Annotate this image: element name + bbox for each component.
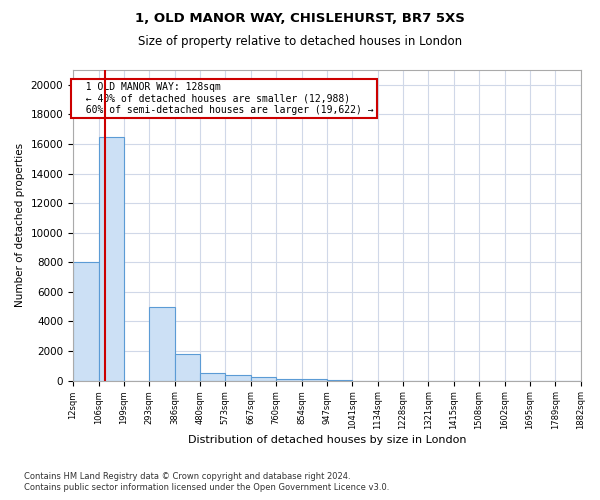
Bar bbox=[225, 376, 251, 380]
Text: 1, OLD MANOR WAY, CHISLEHURST, BR7 5XS: 1, OLD MANOR WAY, CHISLEHURST, BR7 5XS bbox=[135, 12, 465, 26]
Bar bbox=[175, 354, 200, 380]
X-axis label: Distribution of detached houses by size in London: Distribution of detached houses by size … bbox=[188, 435, 466, 445]
Y-axis label: Number of detached properties: Number of detached properties bbox=[15, 143, 25, 308]
Text: 1 OLD MANOR WAY: 128sqm
  ← 40% of detached houses are smaller (12,988)
  60% of: 1 OLD MANOR WAY: 128sqm ← 40% of detache… bbox=[74, 82, 374, 115]
Bar bbox=[200, 373, 225, 380]
Bar bbox=[251, 377, 276, 380]
Text: Contains HM Land Registry data © Crown copyright and database right 2024.: Contains HM Land Registry data © Crown c… bbox=[24, 472, 350, 481]
Text: Contains public sector information licensed under the Open Government Licence v3: Contains public sector information licen… bbox=[24, 484, 389, 492]
Bar bbox=[73, 262, 98, 380]
Bar bbox=[98, 136, 124, 380]
Bar bbox=[149, 306, 175, 380]
Bar bbox=[302, 379, 327, 380]
Bar bbox=[276, 378, 302, 380]
Text: Size of property relative to detached houses in London: Size of property relative to detached ho… bbox=[138, 35, 462, 48]
